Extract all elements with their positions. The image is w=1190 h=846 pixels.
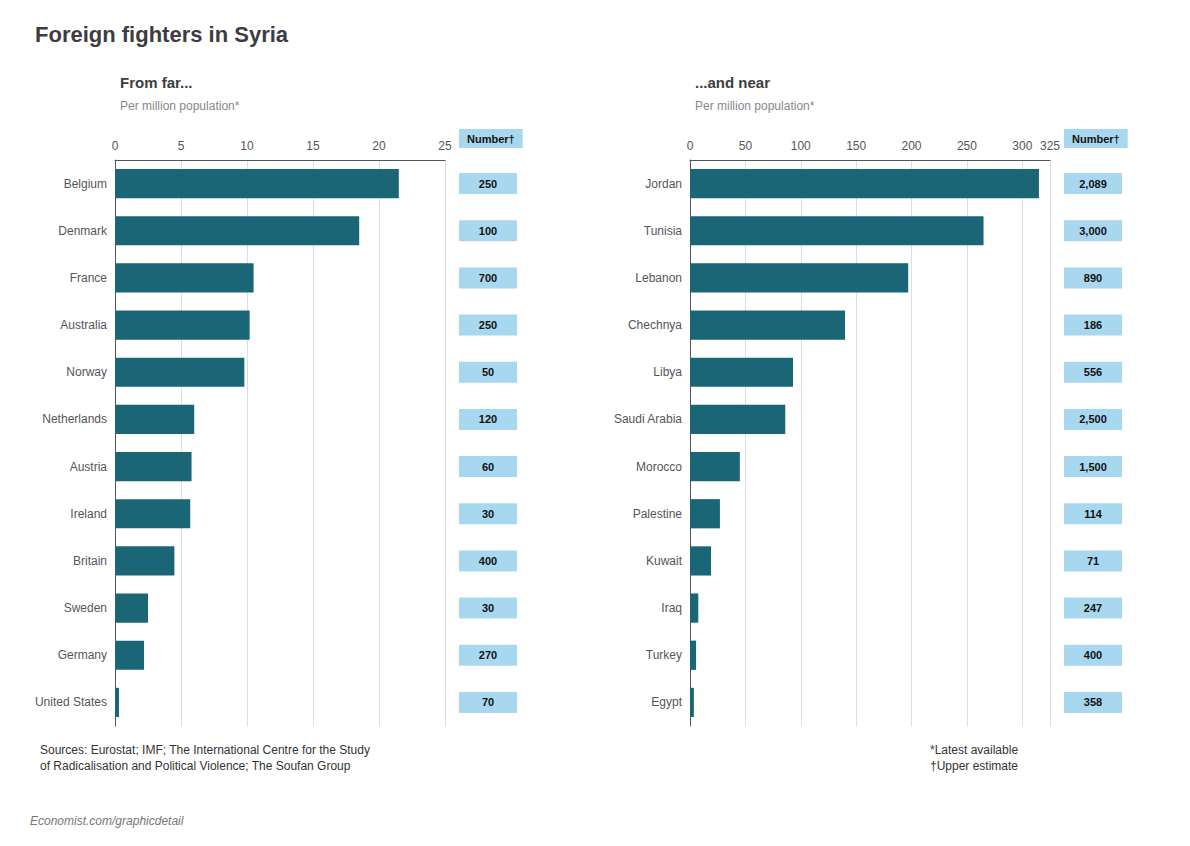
svg-text:France: France xyxy=(70,271,108,285)
svg-text:60: 60 xyxy=(482,461,494,473)
svg-text:325: 325 xyxy=(1040,139,1060,153)
svg-text:*Latest available: *Latest available xyxy=(930,743,1018,757)
svg-text:Per million population*: Per million population* xyxy=(695,99,815,113)
svg-text:71: 71 xyxy=(1087,555,1099,567)
svg-text:270: 270 xyxy=(479,649,497,661)
svg-text:250: 250 xyxy=(479,178,497,190)
svg-text:Chechnya: Chechnya xyxy=(628,318,682,332)
svg-text:Per million population*: Per million population* xyxy=(120,99,240,113)
svg-text:70: 70 xyxy=(482,696,494,708)
svg-text:Denmark: Denmark xyxy=(58,224,108,238)
svg-text:2,089: 2,089 xyxy=(1079,178,1107,190)
svg-text:...and near: ...and near xyxy=(695,74,770,91)
svg-text:Morocco: Morocco xyxy=(636,460,682,474)
svg-text:Ireland: Ireland xyxy=(70,507,107,521)
svg-text:†Upper estimate: †Upper estimate xyxy=(930,759,1018,773)
svg-text:Sources: Eurostat; IMF; The In: Sources: Eurostat; IMF; The Internationa… xyxy=(40,743,370,757)
svg-text:Iraq: Iraq xyxy=(661,601,682,615)
svg-text:Foreign fighters in Syria: Foreign fighters in Syria xyxy=(35,22,289,47)
svg-text:2,500: 2,500 xyxy=(1079,413,1107,425)
svg-text:Jordan: Jordan xyxy=(645,177,682,191)
svg-text:890: 890 xyxy=(1084,272,1102,284)
svg-text:Economist.com/graphicdetail: Economist.com/graphicdetail xyxy=(30,814,184,828)
svg-text:20: 20 xyxy=(372,139,386,153)
svg-text:3,000: 3,000 xyxy=(1079,225,1107,237)
svg-text:300: 300 xyxy=(1012,139,1032,153)
svg-text:400: 400 xyxy=(1084,649,1102,661)
svg-text:100: 100 xyxy=(791,139,811,153)
svg-text:50: 50 xyxy=(482,366,494,378)
svg-text:Sweden: Sweden xyxy=(64,601,107,615)
svg-text:250: 250 xyxy=(479,319,497,331)
svg-text:358: 358 xyxy=(1084,696,1102,708)
svg-text:15: 15 xyxy=(306,139,320,153)
svg-text:Number†: Number† xyxy=(467,133,515,145)
svg-text:Norway: Norway xyxy=(66,365,107,379)
svg-text:Belgium: Belgium xyxy=(64,177,107,191)
svg-text:Number†: Number† xyxy=(1072,133,1120,145)
svg-text:50: 50 xyxy=(739,139,753,153)
svg-text:of Radicalisation and Politica: of Radicalisation and Political Violence… xyxy=(40,759,351,773)
svg-text:247: 247 xyxy=(1084,602,1102,614)
svg-text:400: 400 xyxy=(479,555,497,567)
svg-text:Saudi Arabia: Saudi Arabia xyxy=(614,412,682,426)
svg-text:Tunisia: Tunisia xyxy=(644,224,683,238)
svg-text:25: 25 xyxy=(438,139,452,153)
svg-text:150: 150 xyxy=(846,139,866,153)
svg-text:Britain: Britain xyxy=(73,554,107,568)
svg-text:Lebanon: Lebanon xyxy=(635,271,682,285)
svg-text:30: 30 xyxy=(482,602,494,614)
svg-text:Australia: Australia xyxy=(60,318,107,332)
svg-text:1,500: 1,500 xyxy=(1079,461,1107,473)
svg-text:0: 0 xyxy=(112,139,119,153)
svg-text:Egypt: Egypt xyxy=(651,695,682,709)
svg-text:Kuwait: Kuwait xyxy=(646,554,683,568)
svg-text:Palestine: Palestine xyxy=(633,507,683,521)
svg-text:Netherlands: Netherlands xyxy=(42,412,107,426)
svg-text:186: 186 xyxy=(1084,319,1102,331)
svg-text:556: 556 xyxy=(1084,366,1102,378)
svg-text:United States: United States xyxy=(35,695,107,709)
svg-text:100: 100 xyxy=(479,225,497,237)
svg-text:Germany: Germany xyxy=(58,648,107,662)
svg-text:Turkey: Turkey xyxy=(646,648,682,662)
svg-text:From far...: From far... xyxy=(120,74,193,91)
svg-text:200: 200 xyxy=(902,139,922,153)
svg-text:10: 10 xyxy=(240,139,254,153)
svg-text:0: 0 xyxy=(687,139,694,153)
svg-text:Libya: Libya xyxy=(653,365,682,379)
svg-text:250: 250 xyxy=(957,139,977,153)
svg-text:Austria: Austria xyxy=(70,460,108,474)
svg-text:30: 30 xyxy=(482,508,494,520)
svg-text:120: 120 xyxy=(479,413,497,425)
svg-text:5: 5 xyxy=(178,139,185,153)
svg-text:114: 114 xyxy=(1084,508,1103,520)
svg-text:700: 700 xyxy=(479,272,497,284)
